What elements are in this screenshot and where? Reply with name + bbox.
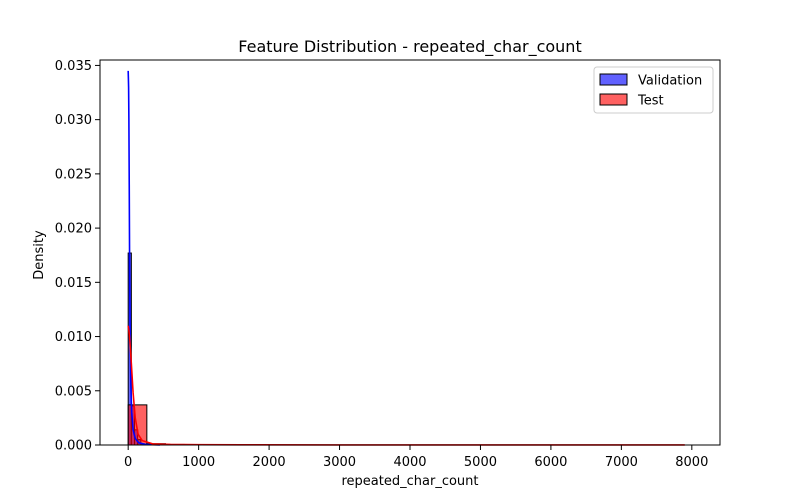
- legend-swatch-test: [600, 94, 627, 105]
- y-tick-label-7: 0.035: [55, 59, 92, 74]
- y-axis-label: Density: [32, 230, 47, 280]
- plot-layer: [128, 71, 685, 445]
- y-tick-label-0: 0.000: [55, 439, 92, 454]
- x-axis-label: repeated_char_count: [342, 474, 479, 489]
- legend-label-validation: Validation: [638, 74, 702, 89]
- x-tick-label-5: 5000: [464, 455, 497, 470]
- y-tick-label-4: 0.020: [55, 222, 92, 237]
- x-tick-label-7: 7000: [605, 455, 638, 470]
- x-tick-label-1: 1000: [182, 455, 215, 470]
- legend-swatch-validation: [600, 74, 627, 85]
- y-tick-label-6: 0.030: [55, 113, 92, 128]
- x-tick-label-6: 6000: [534, 455, 567, 470]
- chart-title: Feature Distribution - repeated_char_cou…: [238, 37, 581, 57]
- x-tick-label-2: 2000: [253, 455, 286, 470]
- x-tick-label-4: 4000: [393, 455, 426, 470]
- legend: Validation Test: [594, 67, 713, 113]
- y-tick-label-1: 0.005: [55, 384, 92, 399]
- axes-layer: 0 1000 2000 3000 4000 5000 6000 7000 8000 0.000 0.…: [55, 59, 720, 470]
- y-tick-label-3: 0.015: [55, 276, 92, 291]
- legend-label-test: Test: [637, 94, 664, 109]
- plot-frame: [100, 60, 720, 445]
- kde-line-test: [128, 326, 685, 445]
- x-tick-label-0: 0: [124, 455, 132, 470]
- y-tick-label-2: 0.010: [55, 330, 92, 345]
- y-tick-label-5: 0.025: [55, 167, 92, 182]
- x-tick-label-8: 8000: [675, 455, 708, 470]
- x-tick-label-3: 3000: [323, 455, 356, 470]
